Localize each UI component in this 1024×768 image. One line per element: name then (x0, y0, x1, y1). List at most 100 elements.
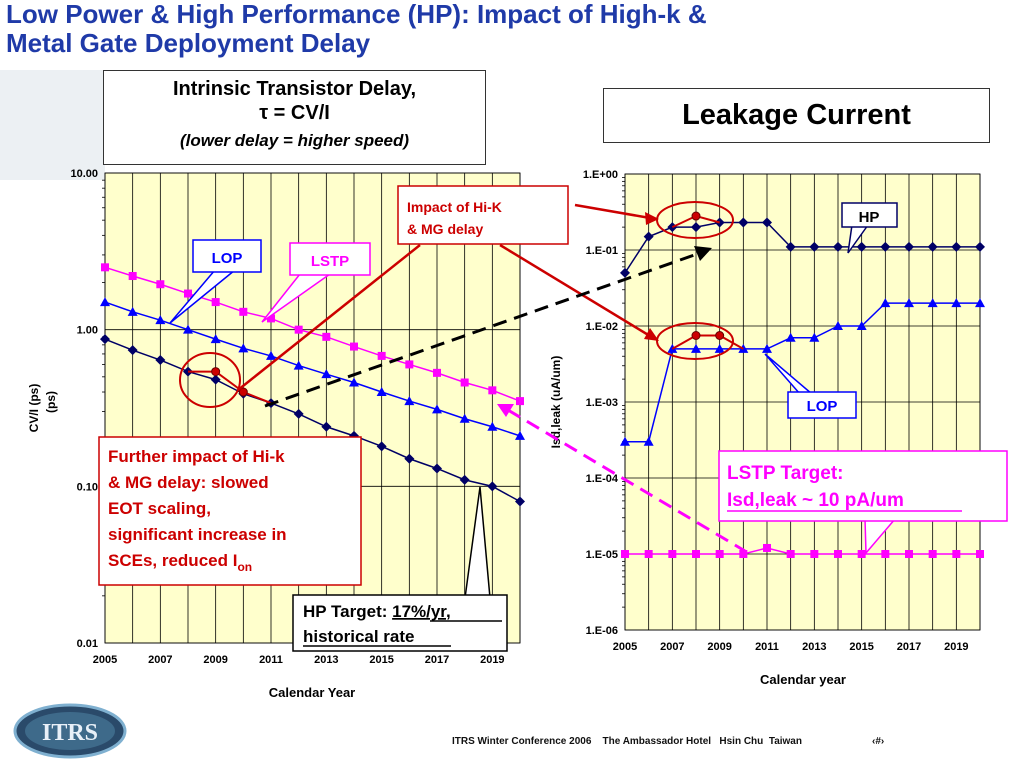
point-hp (738, 217, 749, 228)
delayed-point-lop (715, 330, 725, 340)
leakage-series (620, 211, 985, 558)
point-lstp (350, 342, 358, 351)
further-impact-line2: & MG delay: slowed (108, 473, 269, 492)
point-lop (927, 298, 938, 308)
slide-title-line1: Low Power & High Performance (HP): Impac… (6, 0, 707, 29)
page-number: ‹#› (871, 736, 885, 747)
point-hp (432, 463, 442, 474)
lop-left-pointer (169, 269, 236, 324)
point-hp (155, 355, 166, 366)
x-tick-label: 2013 (802, 641, 826, 653)
footer-text: ITRS Winter Conference 2006 The Ambassad… (452, 736, 802, 747)
lop-left-callout (192, 239, 262, 273)
cvi-y-axis-label-unit: (ps) (44, 391, 58, 413)
y-tick-label: 1.E-05 (586, 549, 618, 561)
itrs-logo-text: ITRS (42, 720, 98, 746)
background-watermark (0, 70, 105, 180)
leakage-ticks: 1.E+00 1.E-01 1.E-02 1.E-03 1.E-04 1.E-05 1.E-… (583, 169, 969, 653)
point-lstp (810, 550, 819, 558)
point-lop (975, 298, 985, 308)
point-hp (643, 231, 654, 242)
delayed-point-hp (211, 367, 221, 377)
x-tick-label: 2007 (148, 654, 172, 666)
point-lstp (834, 550, 842, 558)
point-lop (856, 321, 867, 330)
cvi-y-axis-label: CV/I (ps) (27, 384, 41, 433)
point-lstp (763, 543, 771, 552)
point-lstp (267, 314, 275, 323)
series-line-lstp (104, 266, 521, 402)
point-lstp (377, 351, 386, 360)
x-tick-label: 2009 (203, 654, 227, 666)
lstp-target-pointer (864, 518, 896, 555)
y-tick-label: 10.00 (70, 168, 98, 180)
delayed-point-lop (691, 330, 701, 340)
hp-dashed-link (264, 251, 701, 408)
further-impact-line4: significant increase in (108, 525, 287, 544)
lop-right-pointer (764, 353, 813, 395)
point-lop (809, 332, 820, 342)
point-hp (927, 241, 938, 252)
lop-right-callout (787, 391, 857, 419)
impact-callout-line2: & MG delay (407, 221, 483, 237)
x-tick-label: 2017 (425, 654, 449, 666)
hp-target-line1: HP Target: 17%/yr, (303, 602, 451, 621)
point-lstp (905, 550, 913, 558)
lstp-left-callout (289, 242, 371, 276)
lstp-dashed-link (507, 408, 746, 553)
delay-header-box: Intrinsic Transistor Delay, τ = CV/I (lo… (103, 70, 486, 165)
point-lstp (644, 550, 653, 558)
leakage-header-box: Leakage Current (603, 88, 990, 143)
point-lop (951, 298, 962, 308)
impact-callout (397, 185, 569, 245)
point-lop (515, 430, 525, 440)
point-lstp (101, 263, 109, 272)
x-tick-label: 2007 (660, 641, 684, 653)
leakage-chart: 1.E+00 1.E-01 1.E-02 1.E-03 1.E-04 1.E-05 1.E-… (549, 169, 985, 687)
point-hp (833, 241, 843, 252)
point-lop (762, 343, 772, 353)
y-tick-label: 1.E-04 (586, 473, 619, 485)
lop-right-label: LOP (807, 398, 838, 415)
point-lop (459, 413, 470, 423)
slide-footer: ITRS Winter Conference 2006 The Ambassad… (452, 736, 884, 747)
point-lop (714, 343, 725, 353)
y-tick-label: 1.E-03 (586, 397, 618, 409)
series-line-lop (625, 302, 980, 443)
impact-arrowhead-lop (644, 328, 659, 341)
y-tick-label: 1.E-02 (586, 321, 618, 333)
delayed-point-hp (691, 211, 701, 221)
point-lstp (715, 550, 724, 558)
point-hp (487, 481, 498, 492)
point-lop (404, 396, 415, 406)
x-tick-label: 2013 (314, 654, 338, 666)
leakage-x-axis-label: Calendar year (760, 672, 846, 687)
hp-target-line2: historical rate (303, 627, 415, 646)
point-lstp (516, 397, 524, 406)
point-lop (432, 404, 442, 414)
hp-right-pointer (847, 224, 869, 254)
impact-arrowhead-hp (645, 212, 659, 225)
y-tick-label: 0.10 (77, 481, 98, 493)
lop-left-label: LOP (212, 250, 243, 267)
point-lstp (668, 550, 677, 558)
delayed-line-lop (671, 334, 744, 350)
point-lstp (156, 280, 165, 289)
point-lstp (952, 550, 961, 558)
point-hp (376, 441, 387, 452)
leakage-header-title: Leakage Current (682, 99, 911, 131)
point-hp (293, 408, 304, 419)
cvi-ticks: 10.00 1.00 0.10 0.01 2005 2007 2009 2011 2013 201… (70, 168, 504, 666)
point-lop (487, 421, 498, 431)
hp-target-pointer (464, 486, 491, 599)
point-lstp (488, 386, 497, 395)
hp-target-callout (292, 594, 508, 652)
cvi-x-axis-label: Calendar Year (269, 685, 355, 700)
lstp-target-callout (718, 450, 1008, 522)
impact-callout-line1: Impact of Hi-K (407, 199, 502, 215)
delayed-point-hp (238, 387, 248, 397)
point-lstp (786, 550, 795, 558)
slide-title-line2: Metal Gate Deployment Delay (6, 28, 371, 58)
impact-arrow-hp (574, 203, 651, 220)
y-tick-label: 1.E-01 (586, 245, 618, 257)
